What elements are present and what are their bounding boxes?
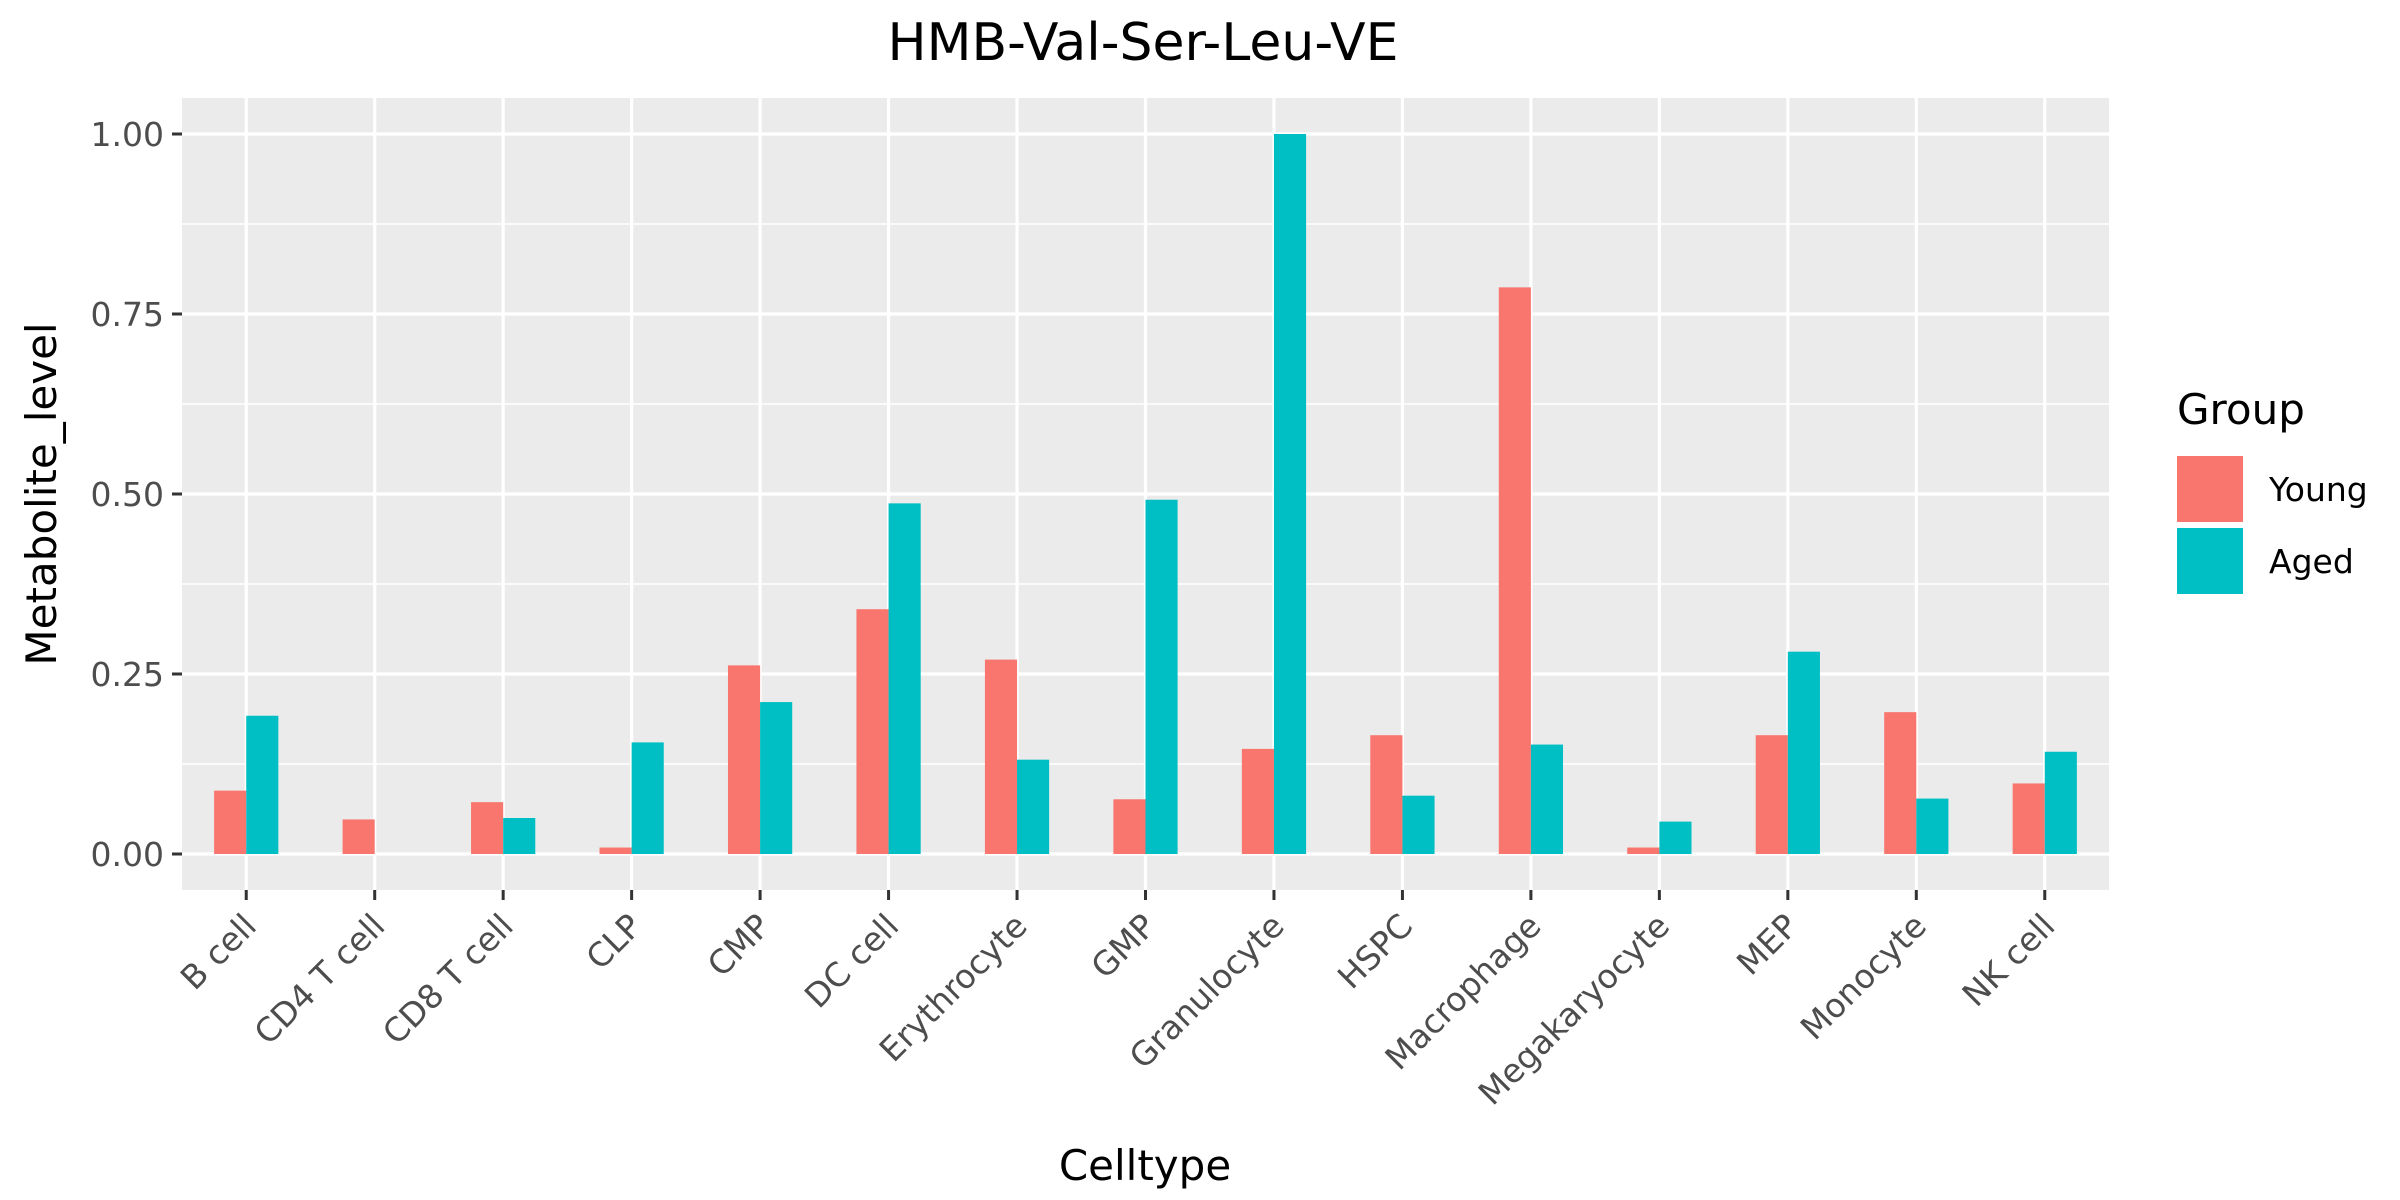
bar-aged — [1273, 134, 1307, 854]
x-tick-label: GMP — [1083, 906, 1163, 986]
bar-young — [2012, 783, 2045, 854]
bar-aged — [1787, 651, 1820, 854]
bar-aged — [1916, 798, 1949, 854]
chart-title: HMB-Val-Ser-Leu-VE — [888, 13, 1399, 73]
legend-key-young — [2177, 456, 2243, 522]
bars — [214, 134, 2077, 854]
bar-young — [1755, 735, 1788, 854]
x-tick-label: B cell — [173, 906, 264, 997]
x-tick-label: CMP — [700, 906, 778, 984]
bar-young — [1498, 287, 1531, 854]
x-tick-label: CD4 T cell — [246, 906, 392, 1052]
bar-aged — [2044, 751, 2077, 854]
y-axis-title: Metabolite_level — [17, 322, 66, 665]
bar-young — [1113, 799, 1146, 854]
bar-aged — [1402, 795, 1435, 854]
legend: Group Young Aged — [2177, 385, 2368, 594]
y-tick-label: 1.00 — [91, 115, 164, 154]
y-tick-label: 0.75 — [91, 295, 164, 334]
bar-young — [1370, 735, 1403, 854]
y-axis: 0.00 0.25 0.50 0.75 1.00 — [91, 115, 182, 874]
bar-young — [1241, 748, 1274, 854]
x-axis-title: Celltype — [1059, 1141, 1231, 1190]
x-tick-label: MEP — [1729, 906, 1806, 983]
bar-aged — [1530, 744, 1564, 854]
bar-young — [214, 790, 247, 854]
x-tick-label: Monocyte — [1793, 906, 1934, 1047]
y-tick-label: 0.00 — [91, 835, 164, 874]
bar-young — [1884, 712, 1917, 854]
bar-aged — [631, 742, 664, 854]
bar-young — [1627, 847, 1660, 854]
x-tick-label: DC cell — [797, 906, 906, 1015]
legend-key-aged — [2177, 528, 2243, 594]
x-tick-label: NK cell — [1955, 906, 2063, 1014]
legend-title: Group — [2177, 385, 2305, 434]
x-tick-label: CD8 T cell — [375, 906, 521, 1052]
x-tick-label: CLP — [578, 906, 649, 977]
bar-young — [599, 847, 632, 854]
bar-aged — [246, 715, 279, 854]
legend-label-aged: Aged — [2269, 542, 2354, 581]
bar-young — [727, 665, 761, 854]
bar-aged — [1145, 499, 1178, 854]
bar-aged — [888, 503, 921, 854]
bar-aged — [1017, 759, 1050, 854]
x-tick-label: HSPC — [1330, 906, 1420, 996]
bar-aged — [1659, 821, 1692, 854]
bar-young — [471, 802, 504, 854]
legend-label-young: Young — [2268, 470, 2368, 509]
y-tick-label: 0.50 — [91, 475, 164, 514]
y-tick-label: 0.25 — [91, 655, 164, 694]
bar-young — [856, 609, 889, 854]
bar-aged — [760, 702, 793, 854]
bar-young — [984, 659, 1018, 854]
bar-aged — [503, 818, 536, 854]
bar-young — [342, 819, 375, 854]
